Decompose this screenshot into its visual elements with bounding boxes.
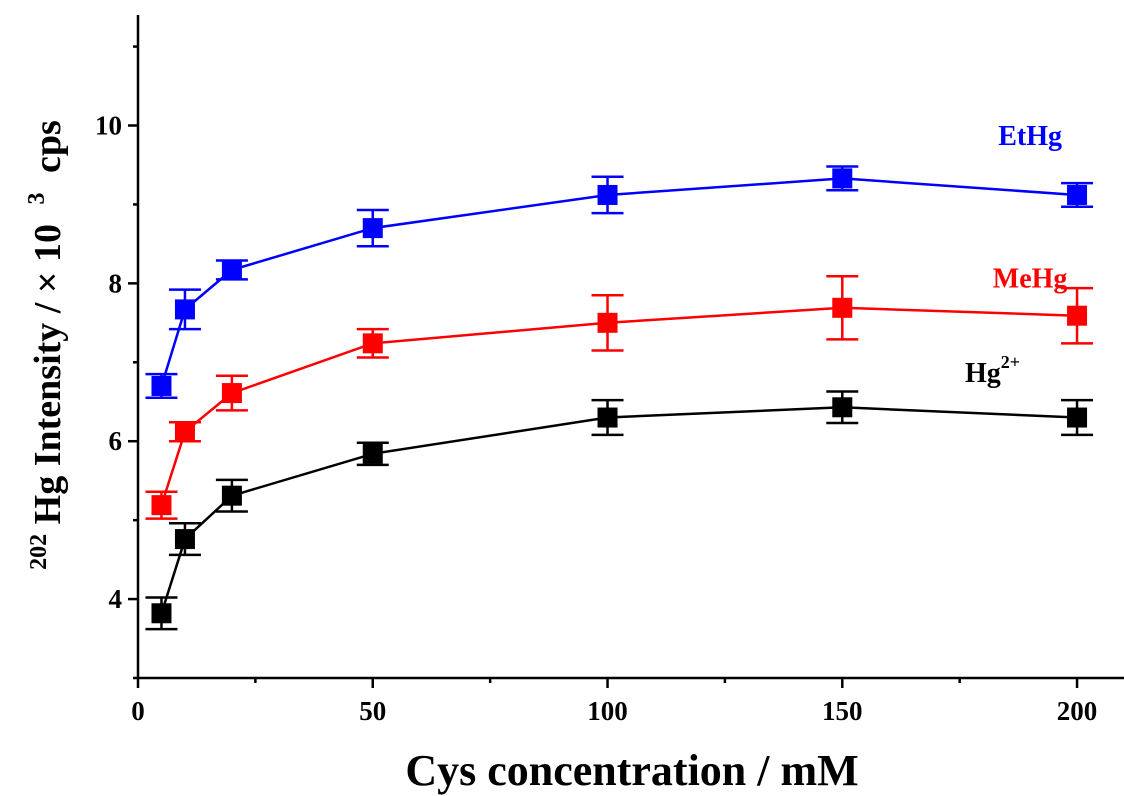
data-point (362, 443, 383, 464)
data-point (174, 529, 195, 550)
data-point (832, 168, 853, 189)
series-label: Hg2+ (965, 352, 1020, 389)
series-ethg (145, 165, 1094, 400)
series-labels: EtHg MeHg Hg2+ (965, 121, 1067, 389)
series-hg (145, 390, 1094, 631)
y-tick-label: 6 (109, 426, 123, 456)
data-point (221, 485, 242, 506)
data-point (151, 375, 172, 396)
y-axis-title-unit: cps (27, 120, 69, 173)
x-tick-label: 0 (131, 696, 145, 726)
data-point (1067, 305, 1088, 326)
data-point (597, 184, 618, 205)
y-axis-title: 202 Hg Intensity / × 10 3 cps (11, 120, 69, 570)
data-point (174, 299, 195, 320)
data-point (597, 312, 618, 333)
data-point (832, 297, 853, 318)
x-tick-label: 200 (1057, 696, 1098, 726)
y-axis-title-superscript: 202 (26, 534, 52, 570)
data-point (151, 495, 172, 516)
y-tick-label: 10 (95, 111, 122, 141)
y-tick-label: 4 (109, 584, 123, 614)
data-point (1067, 184, 1088, 205)
series-label: EtHg (998, 121, 1062, 152)
series-line (160, 177, 1078, 387)
data-point (174, 421, 195, 442)
axes (136, 15, 1124, 680)
ticks: 0 50 100 150 200 4 6 8 10 (95, 45, 1098, 726)
series-line (160, 406, 1078, 614)
data-point (1067, 407, 1088, 428)
series-mehg (145, 275, 1094, 520)
x-tick-label: 150 (822, 696, 863, 726)
series-label: MeHg (993, 263, 1068, 294)
series-layer (145, 165, 1094, 631)
data-point (221, 259, 242, 280)
data-point (597, 407, 618, 428)
y-axis-title-main: Hg Intensity / × 10 (27, 224, 69, 524)
x-tick-label: 50 (359, 696, 386, 726)
x-tick-label: 100 (587, 696, 628, 726)
y-tick-label: 8 (109, 268, 123, 298)
data-point (221, 383, 242, 404)
y-axis-title-power: 3 (24, 192, 50, 204)
x-axis-title: Cys concentration / mM (405, 746, 858, 795)
data-point (832, 397, 853, 418)
data-point (362, 333, 383, 354)
data-point (151, 603, 172, 624)
data-point (362, 218, 383, 239)
